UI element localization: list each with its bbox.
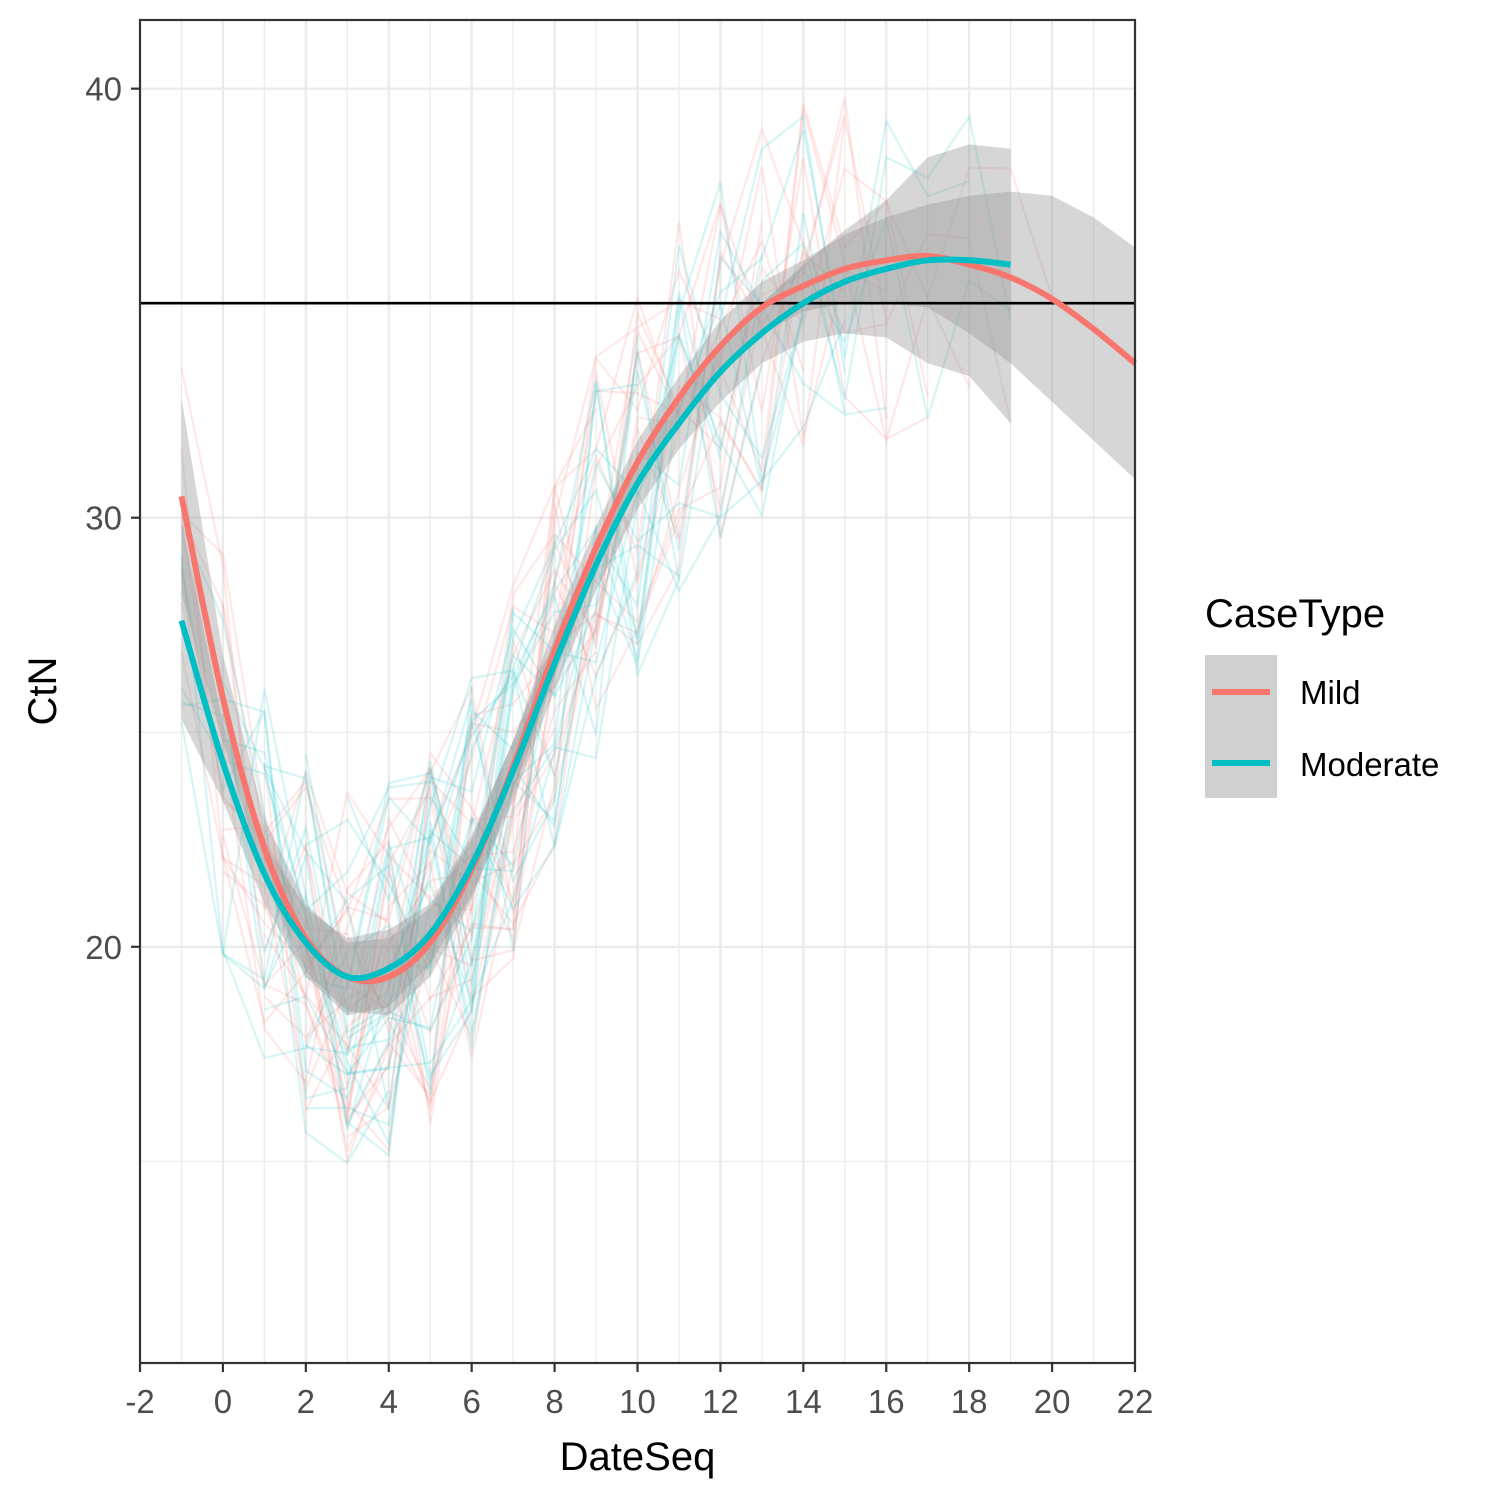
trajectory-moderate xyxy=(221,302,845,1131)
trajectory-moderate xyxy=(180,525,390,1165)
x-tick-label: -2 xyxy=(125,1383,154,1420)
y-tick-label: 40 xyxy=(85,71,122,108)
trajectory-moderate xyxy=(221,254,763,1110)
y-axis-title: CtN xyxy=(21,657,65,726)
trajectory-moderate xyxy=(346,228,887,988)
trajectory-moderate xyxy=(347,669,556,1050)
y-axis: 20 30 40 xyxy=(85,71,140,966)
legend-title: CaseType xyxy=(1205,592,1385,636)
x-tick-label: 20 xyxy=(1034,1383,1071,1420)
trajectory-mild xyxy=(346,114,846,1138)
trajectory-mild xyxy=(346,728,556,1112)
trajectory-moderate xyxy=(264,765,514,1015)
trajectory-mild xyxy=(180,167,929,1115)
trajectory-mild xyxy=(304,220,763,1043)
trajectory-moderate xyxy=(305,214,1012,1055)
trajectory-mild xyxy=(263,125,1012,1112)
legend: CaseType Mild Moderate xyxy=(1205,592,1439,798)
legend-key-background xyxy=(1205,655,1277,798)
grid-layer xyxy=(140,20,1137,1363)
trajectory-mild xyxy=(221,166,887,1036)
x-tick-label: 14 xyxy=(785,1383,822,1420)
trajectory-mild xyxy=(180,602,597,1125)
trajectory-mild xyxy=(221,118,888,1105)
trajectory-mild xyxy=(263,408,597,1122)
trajectory-moderate xyxy=(346,383,638,1158)
trajectory-moderate xyxy=(263,534,556,990)
ci-ribbon-moderate xyxy=(181,144,1011,1016)
x-tick-label: 6 xyxy=(462,1383,480,1420)
trajectory-mild xyxy=(263,108,971,1116)
trajectory-mild xyxy=(180,158,929,1122)
x-tick-label: 12 xyxy=(702,1383,739,1420)
y-tick-label: 30 xyxy=(85,500,122,537)
x-tick-label: 2 xyxy=(297,1383,315,1420)
trajectory-mild xyxy=(222,664,556,1001)
trajectory-moderate xyxy=(222,297,763,1035)
trajectory-mild xyxy=(221,835,473,1130)
trajectory-moderate xyxy=(346,113,1012,1015)
trajectory-moderate xyxy=(221,607,515,1041)
trajectory-moderate xyxy=(304,335,639,1014)
x-tick-label: 4 xyxy=(380,1383,398,1420)
trajectory-mild xyxy=(304,493,639,1053)
trajectory-moderate xyxy=(305,114,846,978)
trajectory-mild xyxy=(180,247,805,1036)
confidence-ribbons xyxy=(181,144,1135,1016)
x-tick-label: 16 xyxy=(868,1383,905,1420)
trajectory-moderate xyxy=(181,213,846,1100)
x-axis: -2 0 2 4 6 8 10 12 14 16 18 20 22 xyxy=(125,1362,1154,1420)
trajectory-moderate xyxy=(180,333,722,1100)
trajectory-moderate xyxy=(264,543,680,1075)
ci-ribbon-mild xyxy=(181,191,1135,1016)
legend-label-mild: Mild xyxy=(1300,674,1361,711)
x-tick-label: 0 xyxy=(214,1383,232,1420)
trajectory-moderate xyxy=(222,181,805,1057)
trajectory-mild xyxy=(263,389,680,1093)
trajectory-mild xyxy=(346,103,1054,1011)
trajectory-mild xyxy=(263,307,763,1106)
trajectory-mild xyxy=(346,97,888,1115)
x-tick-label: 22 xyxy=(1117,1383,1154,1420)
x-tick-label: 18 xyxy=(951,1383,988,1420)
x-axis-title: DateSeq xyxy=(560,1435,716,1479)
trajectory-moderate xyxy=(180,351,681,1076)
legend-label-moderate: Moderate xyxy=(1300,746,1439,783)
series-layer xyxy=(178,252,1137,985)
trajectory-moderate xyxy=(305,245,805,1077)
trajectory-mild xyxy=(180,448,390,1094)
x-tick-label: 8 xyxy=(545,1383,563,1420)
y-tick-label: 20 xyxy=(85,929,122,966)
series-line-moderate xyxy=(178,256,1011,982)
x-tick-label: 10 xyxy=(619,1383,656,1420)
trajectory-mild xyxy=(304,221,846,1165)
